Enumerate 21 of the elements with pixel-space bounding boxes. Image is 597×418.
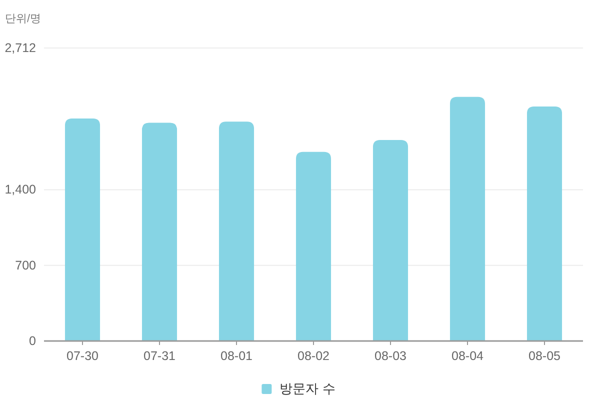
y-tick-label: 1,400: [4, 182, 36, 197]
bar: [142, 122, 178, 341]
legend-label: 방문자 수: [280, 381, 336, 396]
x-tick-label: 08-02: [298, 349, 330, 363]
bar: [296, 152, 332, 341]
bar: [64, 118, 100, 341]
x-tick-label: 08-01: [220, 349, 253, 363]
x-tick-label: 07-30: [66, 349, 99, 363]
y-tick-label: 0: [29, 334, 36, 348]
bar: [450, 96, 486, 341]
y-tick-label: 700: [15, 258, 36, 272]
y-tick-label: 2,712: [4, 41, 36, 55]
x-tick-label: 08-03: [374, 349, 407, 363]
bar: [218, 122, 254, 341]
x-tick-label: 08-04: [452, 349, 484, 363]
x-tick-label: 08-05: [528, 349, 561, 363]
y-axis-title: 단위/명: [5, 13, 42, 25]
legend: 방문자 수: [262, 381, 336, 396]
bar: [372, 140, 408, 341]
x-tick-label: 07-31: [144, 349, 176, 363]
bar: [526, 106, 562, 341]
